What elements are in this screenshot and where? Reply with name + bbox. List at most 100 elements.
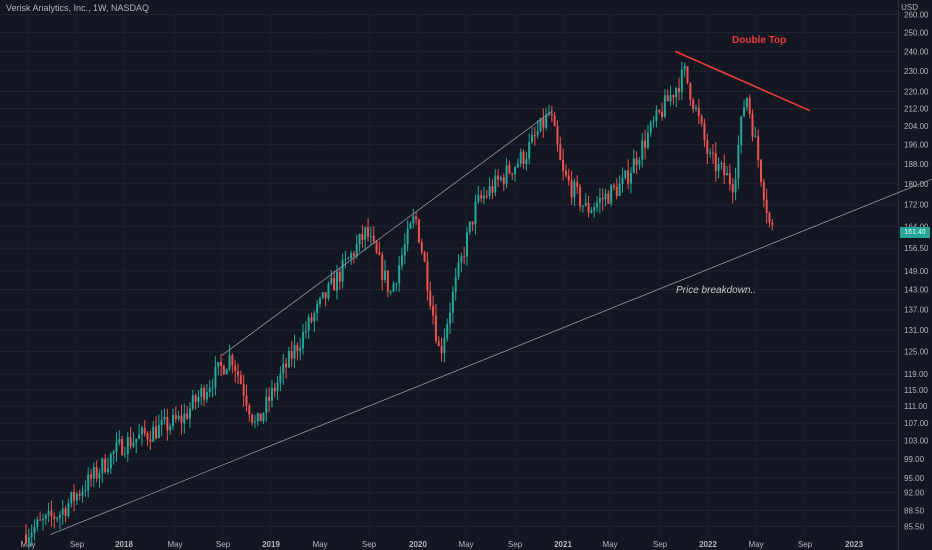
candle-body [477,195,480,202]
candle-body [711,152,714,154]
candle-body [138,434,141,439]
candle-body [302,332,305,349]
x-tick-label: Sep [508,540,523,549]
candle-body [663,95,666,117]
candle-body [471,221,474,225]
candle-body [152,426,155,442]
candle-body [273,387,276,392]
candle-body [123,453,126,455]
candle-body [474,201,477,225]
candle-body [361,233,364,240]
candle-body [579,186,582,207]
candle-body [505,165,508,184]
candle-body [624,170,627,178]
candle-body [58,514,61,519]
candle-body [485,195,488,197]
candle-body [434,315,437,342]
candle-body [106,468,109,473]
candle-body [720,163,723,165]
candle-body [449,312,452,324]
candle-body [451,291,454,313]
x-tick-label: Sep [653,540,668,549]
candle-body [310,317,313,322]
candle-body [528,142,531,159]
y-tick-label: 180.00 [904,180,929,189]
candle-body [367,227,370,237]
candle-body [293,345,296,359]
candle-body [386,270,389,292]
candle-body [454,276,457,292]
candle-body [395,283,398,285]
candle-body [56,518,59,520]
support-trendline [50,178,932,535]
candle-body [545,114,548,128]
candle-body [547,113,550,115]
candle-body [27,537,30,544]
candle-body [169,426,172,431]
candle-body [73,491,76,501]
candle-body [341,259,344,282]
candle-body [115,442,118,452]
candle-body [762,181,765,200]
candle-body [632,158,635,173]
y-tick-label: 196.00 [904,141,929,150]
candle-body [392,283,395,292]
candle-body [641,140,644,161]
candle-body [358,233,361,245]
candle-body [33,526,36,533]
candle-body [680,69,683,93]
candle-body [268,396,271,401]
candle-body [567,175,570,181]
candle-body [417,219,420,243]
y-tick-label: 103.00 [904,437,929,446]
candle-body [726,173,729,176]
candle-body [50,510,53,517]
candle-body [163,417,166,420]
candle-body [737,145,740,179]
candle-body [514,166,517,175]
candle-body [242,383,245,396]
candle-body [709,152,712,154]
candle-body [463,256,466,258]
y-tick-label: 119.00 [904,370,928,379]
candle-body [508,165,511,174]
chart-title: Verisk Analytics, Inc., 1W, NASDAQ [6,3,150,13]
candle-body [440,346,443,354]
candle-body [581,205,584,207]
candle-body [279,373,282,383]
x-tick-label: May [458,540,473,549]
candle-body [259,413,262,422]
candle-body [347,258,350,260]
candle-body [694,107,697,109]
candle-body [194,395,197,402]
y-tick-label: 250.00 [904,29,929,38]
candle-body [745,98,748,108]
candle-body [717,163,720,171]
candle-body [251,414,254,423]
candle-body [686,65,689,83]
candle-body [757,136,760,161]
candle-body [669,95,672,102]
candle-body [126,437,129,454]
candle-body [638,160,641,166]
candle-body [432,305,435,316]
candle-body [172,414,174,427]
candle-body [649,122,652,133]
candle-body [502,177,505,184]
candle-body [375,241,378,253]
candle-body [499,177,502,180]
candle-body [457,262,460,277]
candle-body [751,113,754,137]
candle-body [101,458,104,474]
candle-body [743,107,746,117]
candle-body [253,421,256,423]
candle-body [67,503,70,516]
double-top-annotation: Double Top [732,35,787,46]
candle-body [129,437,132,447]
y-tick-label: 125.00 [904,348,929,357]
y-tick-label: 131.00 [904,326,929,335]
candle-body [466,232,468,257]
candle-body [590,210,593,213]
candle-body [36,519,39,527]
